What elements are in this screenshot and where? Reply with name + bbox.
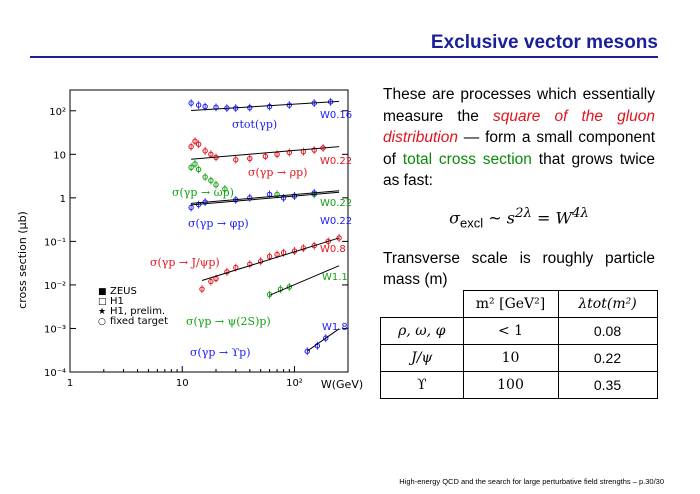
- fit-exponent-label: W0.22: [320, 216, 352, 227]
- table-row: J/ψ 10 0.22: [380, 344, 658, 372]
- table-row: ϒ 100 0.35: [380, 371, 658, 399]
- y-tick-label: 10⁻⁴: [44, 368, 66, 379]
- intro-paragraph: These are processes which essentially me…: [383, 84, 655, 192]
- y-tick-label: 10²: [49, 107, 66, 118]
- lambda-cell: 0.35: [557, 371, 658, 399]
- legend-entry: H1, prelim.: [110, 306, 165, 317]
- y-tick-label: 10⁻³: [44, 324, 66, 335]
- series-label: σ(γp → ωp): [172, 186, 234, 199]
- x-ticks: 1 10 10²: [67, 366, 303, 389]
- meson-cell: ϒ: [380, 371, 464, 399]
- total-cross-section-emphasis: total cross section: [402, 150, 532, 168]
- meson-cell: J/ψ: [380, 344, 464, 372]
- series-label: σ(γp → J/ψp): [150, 256, 220, 269]
- fit-line: [191, 146, 340, 160]
- slide-title: Exclusive vector mesons: [430, 32, 658, 53]
- fit-line: [191, 190, 340, 204]
- m2-cell: < 1: [462, 317, 559, 345]
- fit-exponent-label: W1.8: [322, 322, 348, 333]
- slide-footer: High-energy QCD and the search for large…: [399, 477, 664, 486]
- transverse-scale-text: Transverse scale is roughly particle mas…: [383, 250, 655, 288]
- m2-cell: 100: [462, 371, 559, 399]
- legend-entry: H1: [110, 296, 124, 307]
- scaling-formula: σexcl ~ s2λ = W4λ: [449, 206, 589, 231]
- lambda-cell: 0.08: [557, 317, 658, 345]
- legend-symbol: □: [98, 297, 107, 307]
- x-tick-label: 10²: [286, 378, 303, 389]
- table-row: ρ, ω, φ < 1 0.08: [380, 317, 658, 345]
- series-labels: σtot(γp) W0.16 σ(γp → ρp) W0.22 σ(γp → ωp) W0…: [150, 110, 352, 359]
- intro-text-1: These are processes which essentially me…: [383, 86, 655, 125]
- fit-line: [191, 100, 340, 112]
- fit-exponent-label: W1.1: [322, 272, 348, 283]
- m2-cell: 10: [462, 344, 559, 372]
- lambda-cell: 0.22: [557, 344, 658, 372]
- y-tick-label: 10: [53, 150, 66, 161]
- fit-lines: [191, 100, 340, 352]
- y-tick-label: 1: [60, 194, 66, 205]
- meson-cell: ρ, ω, φ: [380, 317, 464, 345]
- series-label: σ(γp → ϒp): [190, 346, 251, 359]
- fit-line: [306, 328, 340, 352]
- fit-exponent-label: W0.22: [320, 156, 352, 167]
- header-m2: m² [GeV²]: [462, 290, 559, 318]
- x-tick-label: 10: [176, 378, 189, 389]
- fit-line: [269, 265, 340, 296]
- y-tick-label: 10⁻¹: [44, 237, 66, 248]
- legend-symbol: ★: [98, 307, 106, 317]
- header-lambda: λtot(m²): [557, 290, 658, 318]
- legend-symbol: ■: [98, 287, 107, 297]
- gluon-distribution-emphasis: square of the gluon distribution: [383, 107, 655, 147]
- cross-section-plot: 10² 10 1 10⁻¹ 10⁻² 10⁻³ 10⁻⁴ 1 10 10² σtot(γp) W0…: [16, 89, 363, 391]
- x-axis-label: W(GeV): [321, 378, 363, 391]
- legend-entry: fixed target: [110, 316, 168, 327]
- plot-legend: ■ ZEUS□ H1 ★ H1, prelim. ○ fixed target: [98, 286, 168, 327]
- fit-exponent-label: W0.22: [320, 198, 352, 209]
- series-label: σ(γp → ρp): [248, 166, 307, 179]
- meson-table: m² [GeV²] λtot(m²) ρ, ω, φ < 1 0.08 J/ψ …: [380, 290, 658, 399]
- legend-symbol: ○: [98, 317, 106, 327]
- y-tick-label: 10⁻²: [44, 281, 66, 292]
- y-ticks: 10² 10 1 10⁻¹ 10⁻² 10⁻³ 10⁻⁴: [44, 107, 348, 379]
- intro-text-2: — form a small component of: [383, 129, 655, 168]
- series-label: σ(γp → φp): [188, 217, 249, 230]
- legend-entry: ZEUS: [110, 286, 137, 297]
- fit-exponent-label: W0.8: [320, 244, 346, 255]
- fit-line: [201, 237, 340, 281]
- title-underline: [30, 56, 658, 58]
- plot-frame: [69, 89, 349, 373]
- intro-text-3: that grows twice as fast:: [383, 150, 656, 190]
- series-label: σ(γp → ψ(2S)p): [186, 315, 271, 328]
- series-label: σtot(γp): [232, 118, 277, 131]
- table-header-row: m² [GeV²] λtot(m²): [380, 290, 658, 318]
- x-tick-label: 1: [67, 378, 73, 389]
- fit-exponent-label: W0.16: [320, 110, 352, 121]
- fit-line: [191, 191, 340, 206]
- y-axis-label: cross section (μb): [16, 211, 29, 309]
